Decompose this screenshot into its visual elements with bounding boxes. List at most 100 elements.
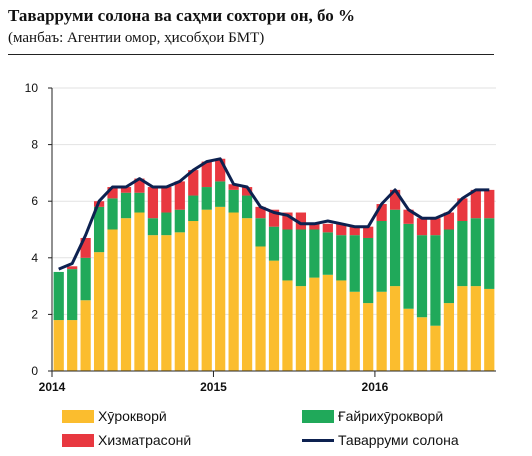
chart-title: Таварруми солона ва саҳми сохтори он, бо… — [8, 6, 356, 25]
bar-food — [53, 320, 64, 371]
axes: 0 2 4 6 8 10 2014 2015 2016 — [25, 81, 496, 394]
bar-services — [268, 209, 280, 227]
bar-food — [389, 286, 401, 371]
bar-services — [241, 187, 253, 196]
bar-food — [322, 274, 333, 371]
bar-services — [107, 187, 118, 199]
bar-nonfood — [457, 221, 468, 287]
legend-swatch-nonfood — [302, 409, 334, 423]
bar-food — [134, 212, 145, 371]
bar-food — [295, 286, 307, 371]
bar-nonfood — [53, 271, 64, 321]
bar-food — [161, 235, 172, 371]
bar-services — [389, 189, 401, 210]
bar-services — [282, 212, 293, 230]
bar-services — [457, 198, 468, 222]
bar-nonfood — [376, 221, 387, 292]
bar-nonfood — [80, 257, 91, 301]
bar-nonfood — [336, 235, 347, 281]
bar-services — [336, 223, 347, 236]
y-tick-label: 4 — [31, 251, 38, 265]
bar-food — [268, 260, 280, 371]
bar-nonfood — [484, 218, 495, 289]
bar-food — [147, 235, 159, 371]
bar-food — [363, 303, 374, 371]
bar-services — [215, 158, 226, 182]
bar-nonfood — [188, 195, 199, 222]
y-tick-label: 8 — [31, 138, 38, 152]
bar-nonfood — [215, 181, 226, 207]
bar-food — [67, 320, 78, 371]
bar-services — [147, 187, 159, 219]
bar-nonfood — [403, 223, 414, 309]
bar-services — [67, 266, 78, 270]
bar-nonfood — [93, 206, 105, 253]
bar-nonfood — [228, 189, 239, 213]
bar-services — [309, 223, 320, 230]
bar-services — [188, 170, 199, 196]
bar-food — [188, 221, 199, 371]
legend-swatch-services — [62, 433, 94, 447]
x-tick-label: 2015 — [200, 380, 227, 394]
title-divider — [8, 54, 494, 55]
bar-services — [403, 209, 414, 224]
legend-label-food: Хӯрокворӣ — [98, 408, 167, 424]
legend-item-nonfood: Ғайрихӯрокворӣ — [302, 408, 443, 424]
bar-services — [120, 187, 132, 193]
legend-swatch-inflation — [302, 438, 334, 442]
bar-services — [416, 218, 428, 236]
bar-food — [336, 280, 347, 371]
bar-services — [376, 204, 387, 222]
bar-food — [80, 300, 91, 371]
bar-nonfood — [134, 192, 145, 213]
bar-services — [484, 189, 495, 219]
bar-food — [93, 252, 105, 371]
bar-food — [107, 229, 118, 371]
bar-services — [174, 181, 185, 210]
bar-services — [363, 226, 374, 238]
bar-nonfood — [309, 229, 320, 278]
inflation-line-layer — [58, 157, 490, 271]
bar-nonfood — [389, 209, 401, 287]
bar-series — [53, 158, 495, 371]
legend-label-inflation: Таварруми солона — [338, 432, 459, 448]
bar-nonfood — [282, 229, 293, 281]
bar-food — [457, 286, 468, 371]
bar-nonfood — [363, 237, 374, 304]
bar-nonfood — [120, 192, 132, 219]
bar-services — [255, 206, 266, 219]
bar-nonfood — [174, 209, 185, 233]
bar-nonfood — [443, 229, 455, 304]
y-tick-label: 2 — [31, 307, 38, 321]
y-tick-label: 10 — [25, 81, 39, 95]
bar-nonfood — [268, 226, 280, 261]
legend-item-food: Хӯрокворӣ — [62, 408, 167, 424]
bar-food — [241, 218, 253, 371]
bar-services — [134, 178, 145, 193]
bar-nonfood — [322, 232, 333, 275]
bar-food — [403, 308, 414, 371]
bar-nonfood — [107, 198, 118, 230]
bar-services — [443, 212, 455, 230]
legend-swatch-food — [62, 409, 94, 423]
bar-food — [349, 291, 360, 371]
legend: Хӯрокворӣ Ғайрихӯрокворӣ Хизматрасонӣ Та… — [0, 404, 532, 456]
bar-nonfood — [430, 235, 441, 326]
bar-services — [228, 184, 239, 190]
bar-services — [80, 237, 91, 258]
bar-services — [201, 161, 212, 188]
bar-food — [430, 325, 441, 371]
chart-subtitle: (манбаъ: Агентии омор, ҳисобҳои БМТ) — [8, 30, 265, 46]
bar-food — [484, 288, 495, 371]
bar-food — [416, 317, 428, 371]
bar-nonfood — [147, 218, 159, 236]
bar-food — [201, 209, 212, 371]
legend-item-services: Хизматрасонӣ — [62, 432, 191, 448]
bar-food — [443, 303, 455, 371]
bar-nonfood — [201, 187, 212, 210]
bar-nonfood — [67, 269, 78, 321]
bar-nonfood — [470, 218, 481, 287]
bar-food — [255, 246, 266, 371]
bar-food — [228, 212, 239, 371]
